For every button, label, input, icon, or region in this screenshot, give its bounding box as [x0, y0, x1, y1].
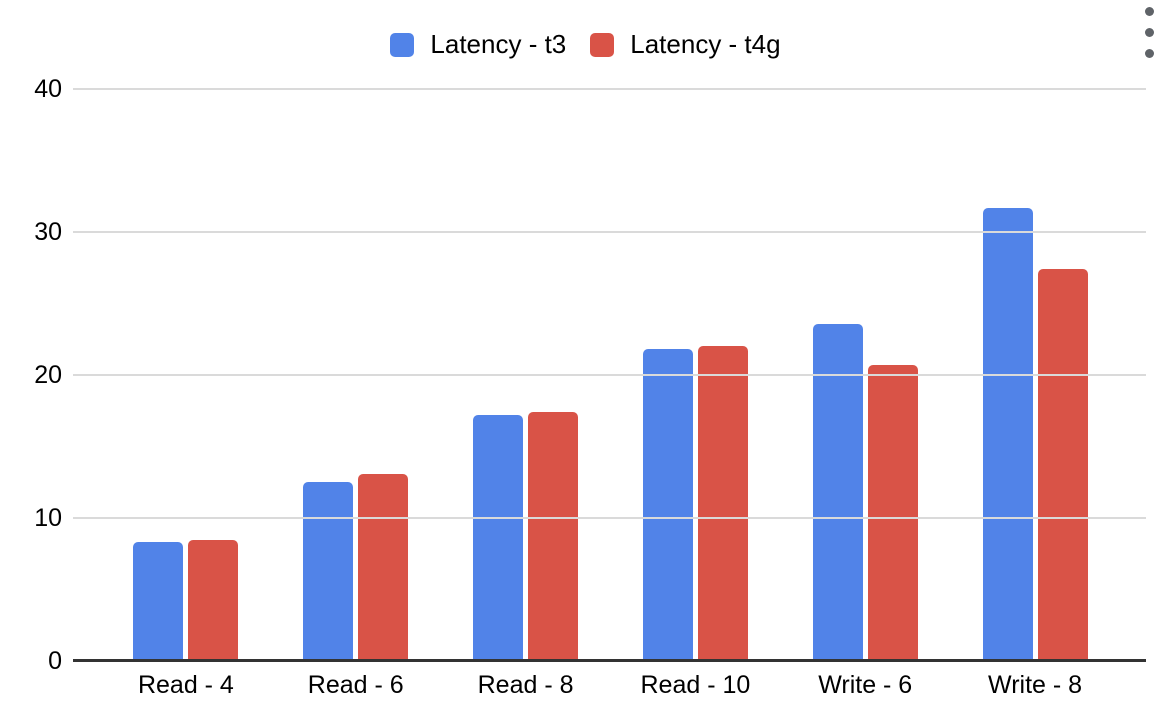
- bar-group: [133, 89, 239, 661]
- bar-t3-write-6[interactable]: [812, 323, 863, 661]
- gridline: [73, 231, 1146, 233]
- gridline: [73, 517, 1146, 519]
- ellipsis-dot: [1145, 28, 1154, 37]
- y-axis-tick-label: 20: [34, 361, 62, 389]
- bar-group: [473, 89, 579, 661]
- x-axis-labels: Read - 4 Read - 6 Read - 8 Read - 10 Write -…: [101, 670, 1120, 700]
- bar-t3-read-8[interactable]: [473, 415, 524, 661]
- legend: Latency - t3 Latency - t4g: [0, 29, 1171, 60]
- bar-group: [812, 89, 918, 661]
- x-axis-label: Read - 4: [137, 671, 234, 699]
- bar-t4g-write-6[interactable]: [867, 365, 918, 661]
- gridline: [73, 374, 1146, 376]
- bar-t4g-read-4[interactable]: [188, 539, 239, 661]
- bar-group: [642, 89, 748, 661]
- bar-group: [982, 89, 1088, 661]
- y-axis-tick-label: 10: [34, 504, 62, 532]
- legend-label-t3: Latency - t3: [430, 29, 567, 59]
- x-axis-label: Write - 6: [818, 671, 913, 699]
- legend-item-t3: Latency - t3: [390, 29, 566, 60]
- bar-t3-write-8[interactable]: [982, 207, 1033, 661]
- bar-t4g-write-8[interactable]: [1037, 269, 1088, 661]
- x-axis-line: [73, 659, 1146, 662]
- bar-t3-read-4[interactable]: [133, 542, 184, 661]
- legend-swatch-t3: [390, 32, 415, 57]
- x-axis-label: Read - 6: [307, 671, 404, 699]
- bar-t4g-read-10[interactable]: [697, 346, 748, 661]
- bars-layer: [101, 89, 1120, 661]
- bar-group: [303, 89, 409, 661]
- y-axis-tick-label: 0: [48, 647, 62, 675]
- legend-item-t4g: Latency - t4g: [590, 29, 781, 60]
- bar-t4g-read-8[interactable]: [528, 412, 579, 661]
- x-axis-label: Read - 10: [640, 671, 751, 699]
- chart-options-menu-icon[interactable]: [1145, 7, 1154, 58]
- bar-t3-read-6[interactable]: [303, 482, 354, 661]
- y-axis-tick-label: 30: [34, 218, 62, 246]
- bar-t4g-read-6[interactable]: [358, 473, 409, 661]
- gridline: [73, 88, 1146, 90]
- ellipsis-dot: [1145, 7, 1154, 16]
- x-axis-label: Write - 8: [988, 671, 1083, 699]
- legend-label-t4g: Latency - t4g: [630, 29, 781, 59]
- legend-swatch-t4g: [590, 32, 615, 57]
- plot-area: 0 10 20 30 40: [34, 75, 1146, 675]
- x-axis-label: Read - 8: [477, 671, 574, 699]
- y-axis-tick-label: 40: [34, 75, 62, 103]
- ellipsis-dot: [1145, 49, 1154, 58]
- bar-t3-read-10[interactable]: [642, 349, 693, 661]
